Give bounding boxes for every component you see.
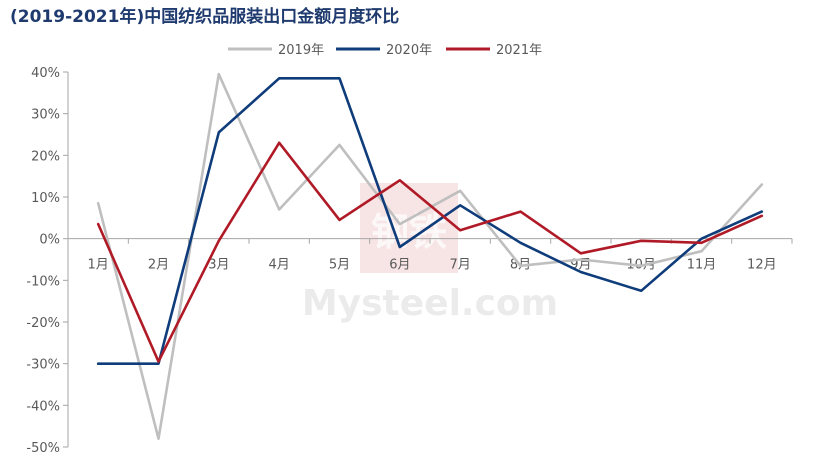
legend: 2019年 2020年 2021年: [228, 43, 542, 58]
x-tick-label: 5月: [329, 258, 350, 273]
series-line-2021年: [96, 141, 764, 363]
watermark-badge-text: 钢铁: [371, 210, 447, 254]
series-lines: [96, 72, 764, 441]
watermark: 钢铁 Mysteel.com: [302, 183, 558, 324]
x-tick-label: 6月: [389, 258, 410, 273]
y-tick-label: -40%: [26, 399, 60, 414]
x-tick-label: 11月: [687, 258, 717, 273]
watermark-text: Mysteel.com: [302, 283, 558, 324]
x-tick-label: 4月: [269, 258, 290, 273]
x-tick-label: 7月: [450, 258, 471, 273]
y-tick-label: 30%: [31, 108, 60, 123]
x-tick-label: 3月: [208, 258, 229, 273]
chart-title: (2019-2021年)中国纺织品服装出口金额月度环比: [10, 7, 400, 27]
y-tick-label: 40%: [31, 66, 60, 81]
watermark-badge: [360, 183, 458, 273]
y-tick-label: -50%: [26, 441, 60, 456]
x-tick-label: 2月: [148, 258, 169, 273]
y-tick-label: -30%: [26, 358, 60, 373]
y-tick-label: 10%: [31, 191, 60, 206]
series-line-2019年: [96, 72, 764, 441]
x-tick-label: 12月: [747, 258, 777, 273]
series-line-2020年: [96, 77, 764, 366]
legend-label: 2021年: [496, 43, 542, 58]
y-tick-label: -10%: [26, 274, 60, 289]
y-tick-label: -20%: [26, 316, 60, 331]
legend-label: 2019年: [278, 43, 324, 58]
y-tick-label: 0%: [39, 233, 60, 248]
axes: 40% 30% 20% 10% 0% -10% -20% -30% -40% -50% 1月 2月 3月…: [26, 66, 793, 456]
y-tick-label: 20%: [31, 149, 60, 164]
x-tick-label: 1月: [88, 258, 109, 273]
legend-label: 2020年: [386, 43, 432, 58]
